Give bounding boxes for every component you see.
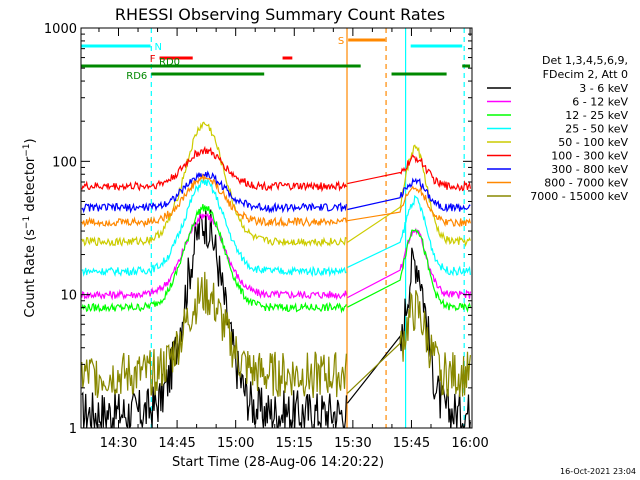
legend-entry: 50 - 100 keV [558, 136, 628, 149]
y-tick-label: 10 [60, 289, 77, 304]
series-line [347, 144, 471, 248]
x-tick-label: 15:30 [334, 436, 371, 451]
x-tick-label: 16:00 [451, 436, 488, 451]
legend: Det 1,3,4,5,6,9, FDecim 2, Att 0 3 - 6 k… [487, 54, 628, 203]
y-tick-label: 100 [52, 155, 77, 170]
footer-timestamp: 16-Oct-2021 23:04 [560, 467, 636, 476]
series-line [81, 145, 347, 193]
flag-label-rd6: RD6 [126, 71, 147, 82]
series-line [81, 170, 347, 214]
y-tick-label: 1000 [44, 22, 77, 37]
flag-label-f: F [150, 54, 156, 65]
legend-entry: 7000 - 15000 keV [530, 190, 628, 203]
legend-entry: 3 - 6 keV [579, 82, 628, 95]
series-line [347, 177, 471, 213]
series-line [81, 203, 347, 314]
x-tick-label: 15:45 [393, 436, 430, 451]
legend-entry: 6 - 12 keV [572, 96, 628, 109]
y-tick-label: 1 [69, 422, 77, 437]
x-axis-label: Start Time (28-Aug-06 14:20:22) [172, 455, 384, 470]
flag-label-rd0: RD0 [159, 57, 180, 68]
flag-label-n: N [155, 42, 162, 53]
series-line [346, 290, 471, 397]
series-line [347, 228, 471, 313]
series-line [347, 194, 471, 277]
plot-frame [80, 27, 473, 429]
series-line [347, 185, 471, 228]
legend-entry: 300 - 800 keV [551, 163, 628, 176]
legend-header-line: FDecim 2, Att 0 [543, 68, 628, 81]
x-tick-label: 14:30 [100, 436, 137, 451]
legend-entry: 12 - 25 keV [565, 109, 628, 122]
series-line [81, 121, 347, 248]
series-line [81, 178, 347, 278]
chart-title: RHESSI Observing Summary Count Rates [115, 5, 445, 24]
series-line [81, 172, 347, 228]
flag-label-s: S [338, 36, 344, 47]
y-axis-label: Count Rate (s−1 detector−1) [22, 138, 38, 317]
legend-entry: 100 - 300 keV [551, 150, 628, 163]
x-tick-label: 15:15 [276, 436, 313, 451]
series-line [346, 247, 471, 428]
legend-entry: 800 - 7000 keV [544, 177, 628, 190]
x-tick-label: 15:00 [217, 436, 254, 451]
legend-header-line: Det 1,3,4,5,6,9, [542, 54, 628, 67]
legend-entry: 25 - 50 keV [565, 123, 628, 136]
x-tick-label: 14:45 [158, 436, 195, 451]
series-line [81, 207, 347, 428]
series-line [347, 153, 471, 192]
series-line [81, 271, 347, 399]
